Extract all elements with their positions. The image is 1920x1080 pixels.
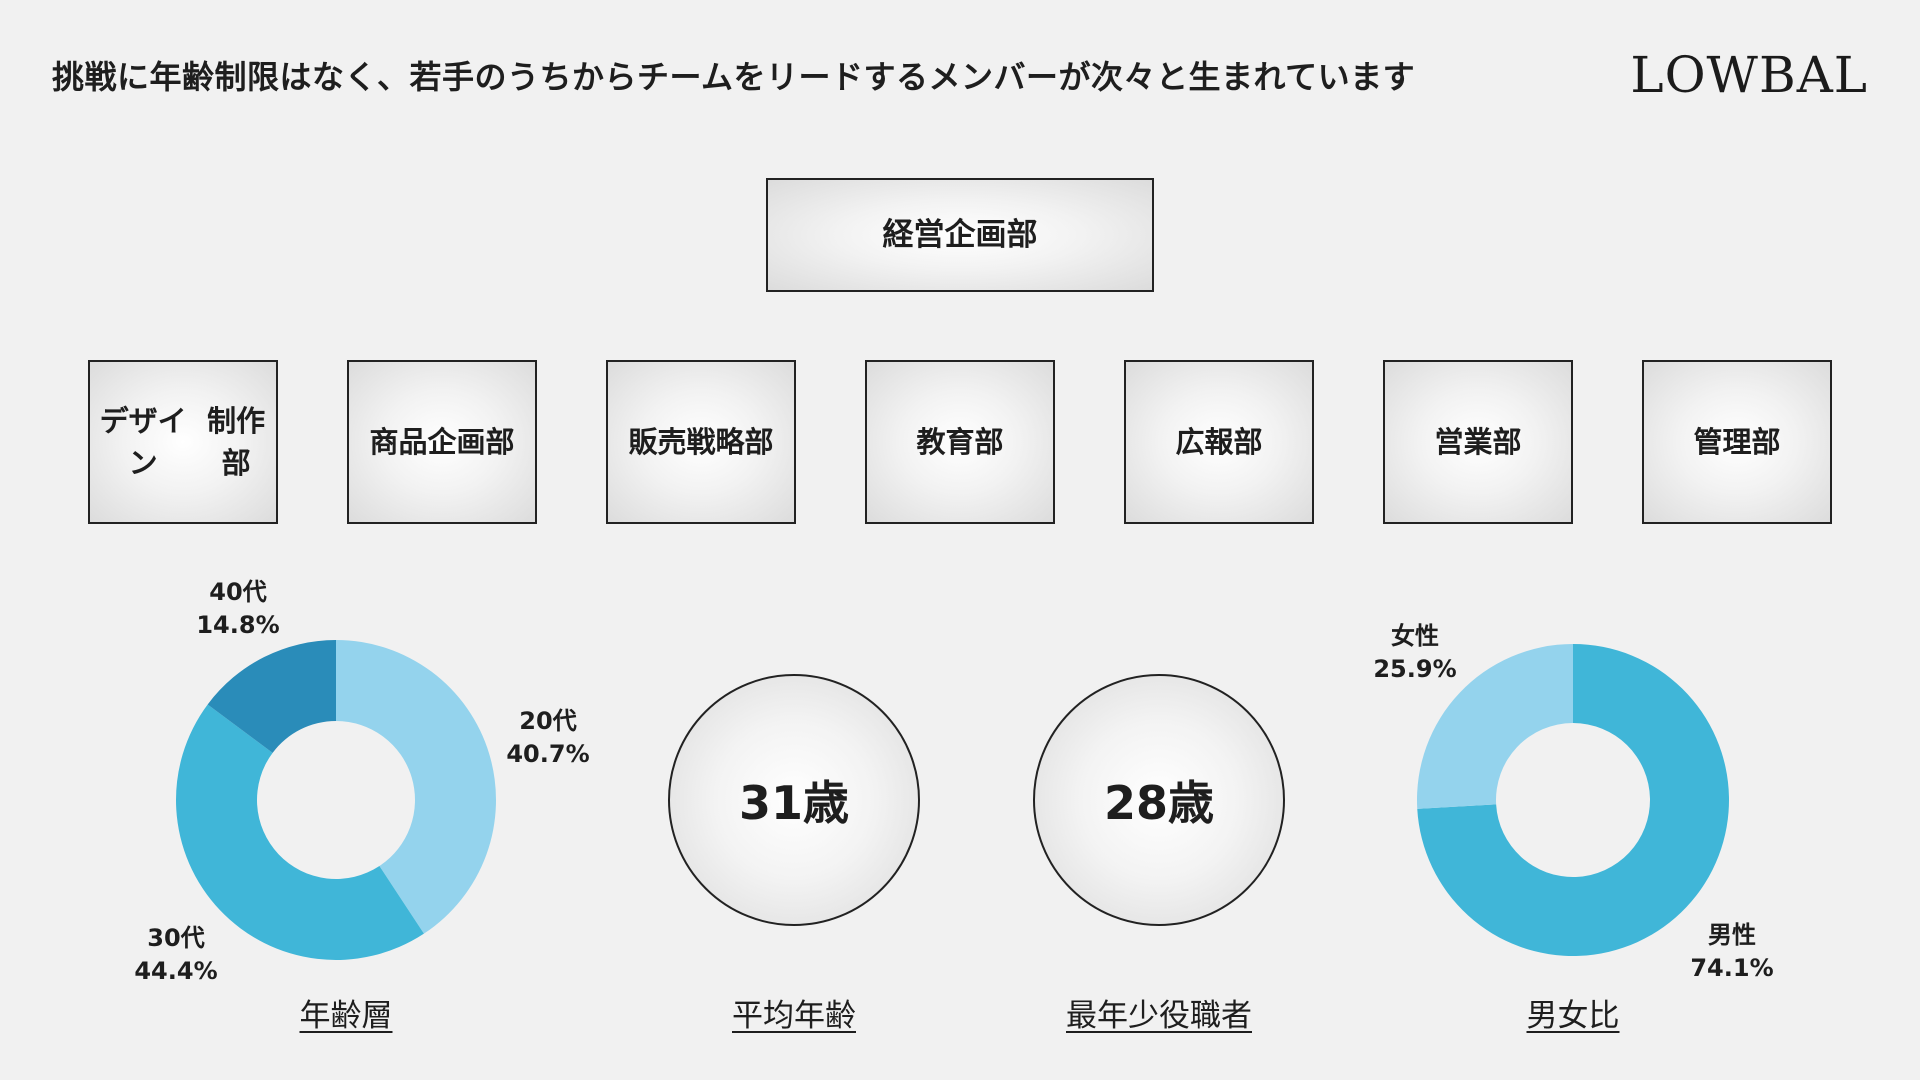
org-box-education: 教育部: [865, 360, 1055, 524]
org-box-sales: 営業部: [1383, 360, 1573, 524]
org-box-label-line: 制作部: [207, 403, 266, 480]
average-age-caption: 平均年齢: [732, 998, 856, 1034]
org-box-label-line: デザイン: [99, 403, 187, 480]
slice-category-label: 女性: [1391, 622, 1439, 650]
slice-value-label: 14.8%: [196, 611, 279, 639]
slice-category-label: 男性: [1708, 921, 1756, 949]
slice-category-label: 40代: [209, 578, 266, 606]
org-box-label-line: 商品企画部: [369, 424, 515, 459]
average-age-circle: 31歳: [668, 674, 920, 926]
slice-value-label: 74.1%: [1690, 954, 1773, 982]
org-box-label-line: 教育部: [916, 424, 1004, 459]
page-headline: 挑戦に年齢制限はなく、若手のうちからチームをリードするメンバーが次々と生まれてい…: [52, 58, 1416, 96]
donut-slice: [1417, 644, 1729, 956]
youngest-manager-age-value: 28歳: [1103, 776, 1214, 830]
org-box-product-planning: 商品企画部: [347, 360, 537, 524]
donut-slice: [175, 704, 424, 961]
youngest-manager-age-circle: 28歳: [1033, 674, 1285, 926]
youngest-manager-caption: 最年少役職者: [1066, 998, 1252, 1034]
average-age-value: 31歳: [738, 776, 849, 830]
org-box-label-line: 管理部: [1693, 424, 1781, 459]
brand-logo: LOWBAL: [1630, 46, 1868, 104]
donut-slice: [207, 640, 336, 753]
org-box-public-relations: 広報部: [1124, 360, 1314, 524]
gender-ratio-donut-chart: 男性 74.1% 女性 25.9%: [1373, 622, 1773, 982]
org-box-design-production: デザイン 制作部: [88, 360, 278, 524]
org-box-management-planning: 経営企画部: [766, 178, 1154, 292]
slice-value-label: 44.4%: [134, 957, 217, 985]
age-distribution-caption: 年齢層: [299, 998, 393, 1034]
donut-slice: [336, 640, 497, 934]
org-box-administration: 管理部: [1642, 360, 1832, 524]
slice-category-label: 20代: [519, 707, 576, 735]
org-box-sales-strategy: 販売戦略部: [606, 360, 796, 524]
org-box-label-line: 販売戦略部: [628, 424, 774, 459]
org-box-label-line: 広報部: [1175, 424, 1263, 459]
slice-value-label: 40.7%: [506, 740, 589, 768]
slice-value-label: 25.9%: [1373, 655, 1456, 683]
org-box-label-line: 営業部: [1434, 424, 1522, 459]
donut-slice: [1417, 644, 1573, 809]
slice-category-label: 30代: [147, 924, 204, 952]
gender-ratio-caption: 男女比: [1526, 998, 1620, 1034]
age-distribution-donut-chart: 20代 40.7% 30代 44.4% 40代 14.8%: [134, 578, 589, 985]
